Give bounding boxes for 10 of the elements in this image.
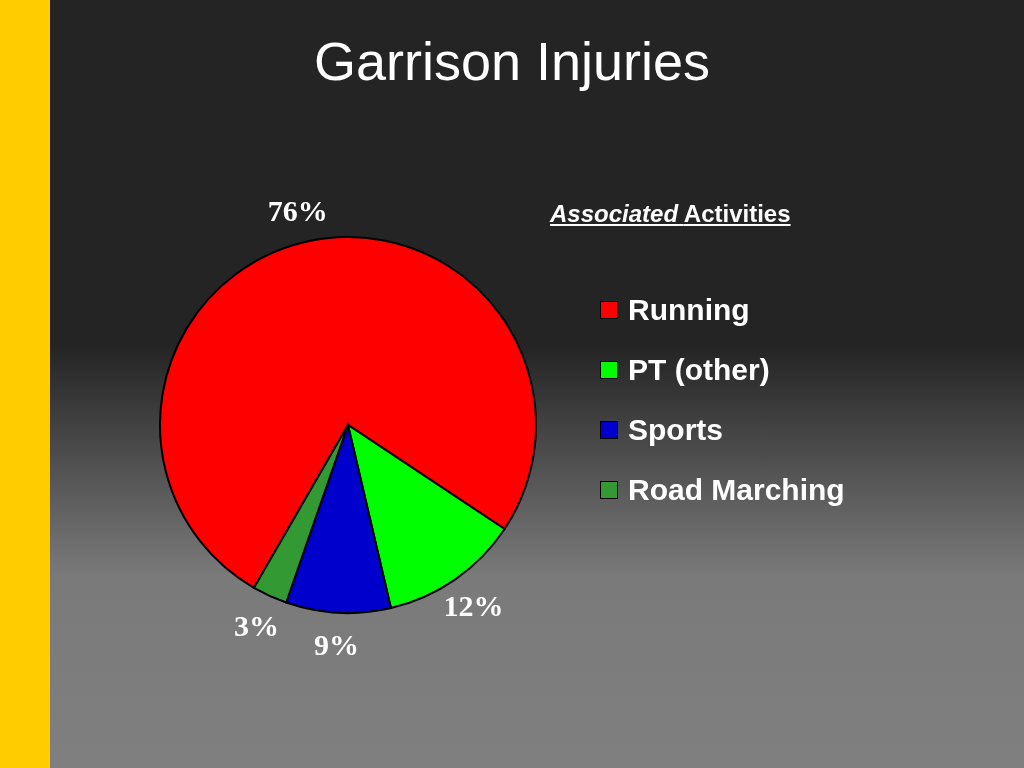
chart-title: Garrison Injuries [312,30,712,92]
legend-title: Associated Activities [550,200,792,228]
legend-label: Running [628,293,750,327]
legend-label: Sports [628,413,724,447]
data-label: 76% [267,194,328,228]
data-label: 9% [313,628,359,662]
legend-label: PT (other) [628,353,770,387]
legend-label: Road Marching [628,473,845,507]
data-label: 3% [233,608,279,642]
data-label: 12% [443,589,504,623]
